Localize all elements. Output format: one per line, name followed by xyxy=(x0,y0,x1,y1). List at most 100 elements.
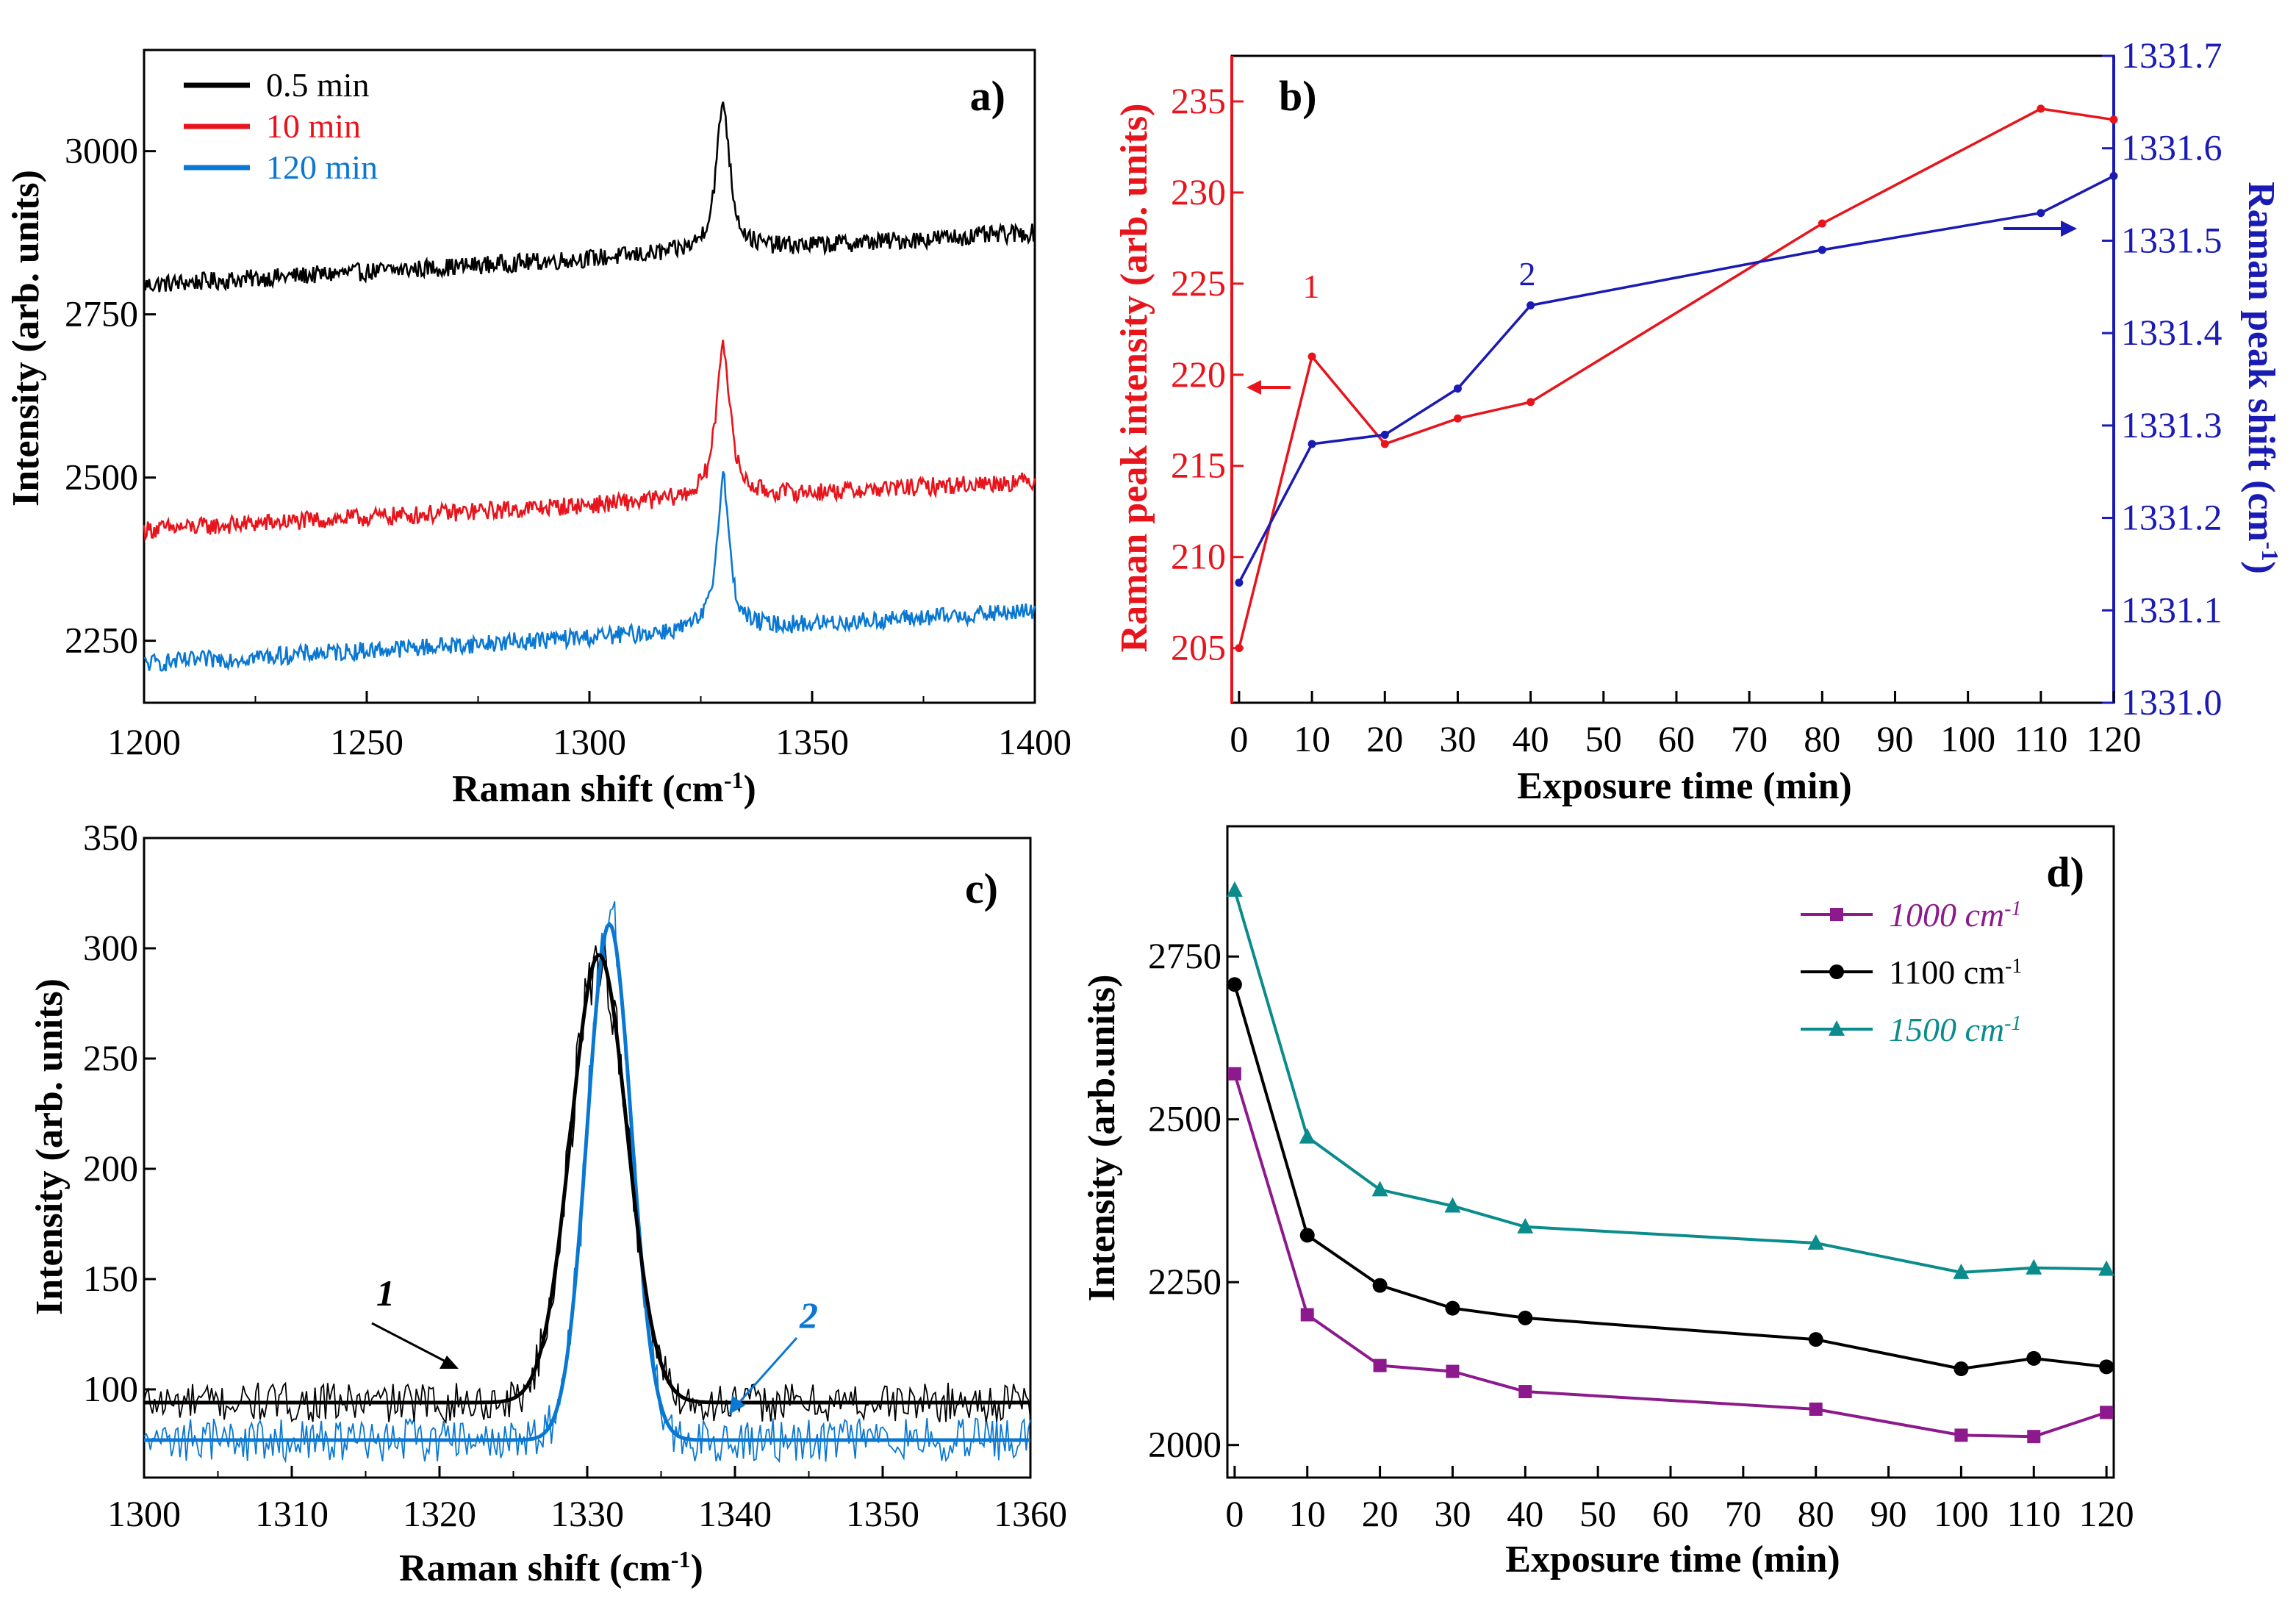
x-tick-label-40: 40 xyxy=(1513,718,1549,759)
y-left-tick-label-215: 215 xyxy=(1171,445,1226,486)
series-1-point-6 xyxy=(2037,104,2045,113)
x-tick-label-1340: 1340 xyxy=(698,1493,772,1534)
series-1000-cm-marker-0 xyxy=(1227,1067,1241,1081)
x-tick-label-20: 20 xyxy=(1362,1493,1399,1534)
x-tick-label-20: 20 xyxy=(1366,718,1403,759)
y-tick-label-2250: 2250 xyxy=(65,620,138,661)
series-1-point-5 xyxy=(1818,219,1826,228)
x-tick-label-1330: 1330 xyxy=(550,1493,624,1534)
x-tick-label-90: 90 xyxy=(1876,718,1913,759)
panel-a-xlabel: Raman shift (cm-1) xyxy=(452,767,756,810)
legend-swatch-marker-1100-cm xyxy=(1829,964,1844,979)
y-left-tick-label-205: 205 xyxy=(1171,627,1226,668)
y-tick-label-2250: 2250 xyxy=(1148,1261,1221,1302)
series-1000-cm-marker-1 xyxy=(1300,1308,1314,1322)
y-tick-label-3000: 3000 xyxy=(65,130,138,171)
panel-b-ylabel-right: Raman peak shift (cm-1) xyxy=(2240,182,2284,574)
x-tick-label-50: 50 xyxy=(1579,1493,1616,1534)
panel-c-frame xyxy=(143,837,1032,1479)
panel-c-ylabel: Intensity (arb. units) xyxy=(29,978,71,1315)
series-1500-cm-marker-7 xyxy=(2026,1259,2042,1275)
panel-d-xlabel: Exposure time (min) xyxy=(1505,1539,1840,1580)
legend-swatch-marker-1500-cm xyxy=(1829,1020,1845,1036)
y-left-tick-label-235: 235 xyxy=(1171,80,1226,121)
y-left-tick-label-225: 225 xyxy=(1171,262,1226,304)
x-tick-label-50: 50 xyxy=(1585,718,1622,759)
legend-label-120min: 120 min xyxy=(266,148,378,186)
x-tick-label-1350: 1350 xyxy=(775,721,849,762)
series-1500-cm-marker-1 xyxy=(1299,1128,1316,1144)
x-tick-label-60: 60 xyxy=(1652,1493,1689,1534)
annotation-series-2: 2 xyxy=(1519,255,1536,293)
y-tick-label-300: 300 xyxy=(83,927,138,968)
series-1100-cm-marker-4 xyxy=(1518,1310,1533,1325)
y-tick-label-2500: 2500 xyxy=(1148,1098,1221,1139)
series-1100-cm-marker-8 xyxy=(2099,1359,2114,1375)
right-axis-arrow xyxy=(2003,221,2077,237)
series-1100-cm-marker-3 xyxy=(1445,1300,1460,1316)
x-tick-label-100: 100 xyxy=(1934,1493,1989,1534)
series-1000-cm-marker-5 xyxy=(1809,1402,1823,1416)
y-right-tick-label-1331-5: 1331.5 xyxy=(2121,219,2223,260)
spectrum-10-min xyxy=(143,340,1036,543)
x-tick-label-0: 0 xyxy=(1230,718,1248,759)
panel-c: 1300 1310 1320 1330 1340 1350 1360100150200250… xyxy=(29,817,1067,1589)
x-tick-label-10: 10 xyxy=(1289,1493,1326,1534)
y-tick-label-2750: 2750 xyxy=(1148,935,1221,976)
x-tick-label-1300: 1300 xyxy=(107,1493,181,1534)
x-tick-label-110: 110 xyxy=(2007,1493,2061,1534)
series-2-point-7 xyxy=(2109,171,2118,180)
y-tick-label-350: 350 xyxy=(83,817,138,858)
y-tick-label-150: 150 xyxy=(83,1258,138,1299)
y-tick-label-250: 250 xyxy=(83,1037,138,1078)
x-tick-label-120: 120 xyxy=(2087,718,2142,759)
x-tick-label-90: 90 xyxy=(1870,1493,1907,1534)
y-right-tick-label-1331-7: 1331.7 xyxy=(2121,35,2223,76)
series-1100-cm-marker-2 xyxy=(1372,1278,1388,1293)
panel-d-ylabel: Intensity (arb.units) xyxy=(1081,975,1123,1302)
x-tick-label-120: 120 xyxy=(2079,1493,2134,1534)
y-tick-label-100: 100 xyxy=(83,1368,138,1409)
panel-b-ylabel-left: Raman peak intensity (arb. units) xyxy=(1113,104,1155,653)
series-1500-cm-marker-2 xyxy=(1371,1181,1388,1197)
y-right-tick-label-1331-2: 1331.2 xyxy=(2121,497,2223,538)
panel-c-label: c) xyxy=(965,864,998,912)
series-1000-cm-marker-7 xyxy=(2027,1430,2041,1444)
panel-d-label: d) xyxy=(2046,848,2084,896)
x-tick-label-70: 70 xyxy=(1725,1493,1762,1534)
series-1100-cm-marker-1 xyxy=(1299,1228,1315,1243)
x-tick-label-1310: 1310 xyxy=(255,1493,329,1534)
series-1500-cm-marker-4 xyxy=(1517,1217,1534,1234)
y-left-tick-label-230: 230 xyxy=(1171,171,1226,212)
x-tick-label-40: 40 xyxy=(1507,1493,1543,1534)
panel-a-label: a) xyxy=(970,72,1005,120)
series-1500-cm-marker-8 xyxy=(2098,1260,2115,1276)
panel-a-legend: 0.5 min 10 min 120 min xyxy=(184,66,378,186)
fit-curve-2 xyxy=(144,921,1030,1442)
series-1100-cm-marker-6 xyxy=(1954,1361,1969,1377)
annotation-arrow-1 xyxy=(371,1322,459,1369)
annotation-curve-2: 2 xyxy=(799,1295,818,1336)
y-left-tick-label-220: 220 xyxy=(1171,354,1226,395)
x-tick-label-1360: 1360 xyxy=(994,1493,1067,1534)
y-right-tick-label-1331-0: 1331.0 xyxy=(2121,681,2223,723)
series-line-1000-cm xyxy=(1233,1073,2107,1439)
series-2-point-0 xyxy=(1235,579,1244,587)
x-tick-label-1300: 1300 xyxy=(553,721,626,762)
panel-c-xlabel: Raman shift (cm-1) xyxy=(399,1546,703,1589)
y-tick-label-200: 200 xyxy=(83,1147,138,1189)
panel-b: 0 10 20 30 40 50 60 70 80 90 100 110 120 205 210 215 220… xyxy=(1113,35,2284,807)
x-tick-label-60: 60 xyxy=(1658,718,1695,759)
spectrum-0-5-min xyxy=(143,101,1036,293)
panel-d-legend: 1000 cm-1 1100 cm-1 1500 cm-1 xyxy=(1801,896,2022,1048)
series-1500-cm-marker-0 xyxy=(1226,881,1243,897)
x-tick-label-70: 70 xyxy=(1731,718,1768,759)
series-1100-cm-marker-5 xyxy=(1808,1332,1823,1347)
series-1000-cm-marker-6 xyxy=(1954,1428,1968,1442)
legend-swatch-marker-1000-cm xyxy=(1830,908,1843,921)
x-tick-label-0: 0 xyxy=(1225,1493,1244,1534)
x-tick-label-100: 100 xyxy=(1940,718,1995,759)
panel-b-xlabel: Exposure time (min) xyxy=(1517,765,1851,807)
